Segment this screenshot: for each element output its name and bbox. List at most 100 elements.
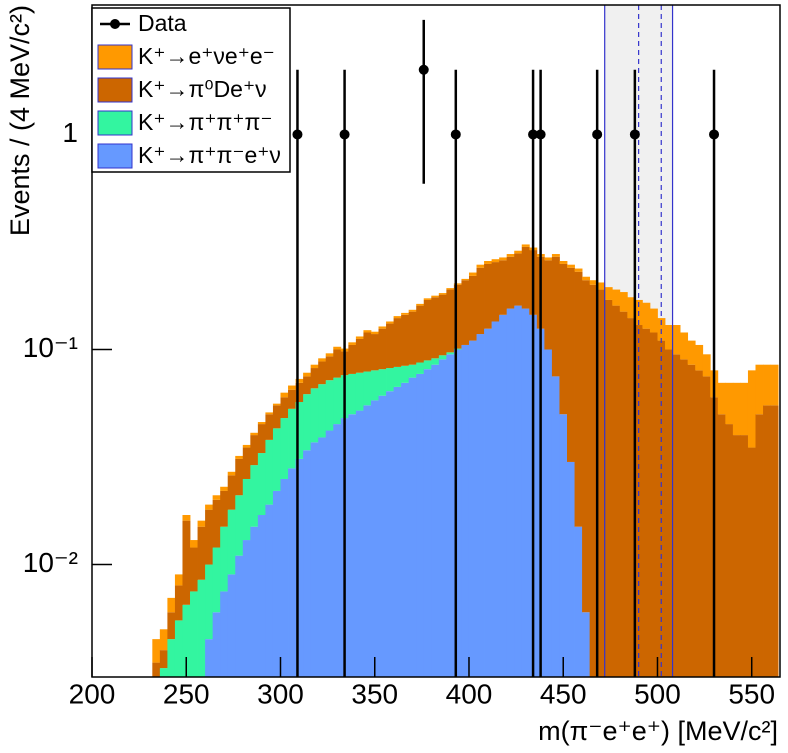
histogram-bar — [190, 591, 198, 677]
histogram-bar — [763, 405, 771, 677]
histogram-bar — [521, 246, 530, 309]
histogram-bar — [491, 262, 500, 322]
histogram-bar — [438, 293, 447, 295]
x-axis-title: m(π⁻e⁺e⁺) [MeV/c²] — [538, 716, 778, 746]
histogram-bar — [265, 504, 274, 677]
histogram-bar — [318, 358, 327, 362]
histogram-bar — [446, 354, 455, 677]
data-point — [292, 129, 303, 140]
histogram-bar — [325, 380, 334, 431]
histogram-bar — [476, 264, 485, 268]
histogram-bar — [438, 359, 447, 677]
histogram-bar — [378, 369, 387, 396]
x-tick-label: 500 — [634, 678, 681, 709]
histogram-bar — [423, 298, 432, 300]
histogram-bar — [280, 397, 289, 419]
histogram-bar — [265, 439, 274, 505]
histogram-bar — [770, 405, 779, 677]
histogram-bar — [476, 334, 485, 677]
histogram-bar — [597, 282, 606, 290]
histogram-bar — [446, 288, 455, 290]
histogram-bar — [227, 475, 236, 510]
legend-label: K⁺→π⁺π⁻e⁺ν — [138, 142, 281, 168]
histogram-bar — [333, 349, 342, 378]
histogram-bar — [174, 574, 183, 586]
histogram-bar — [574, 271, 583, 527]
histogram-bar — [665, 349, 673, 677]
histogram-bar — [348, 373, 357, 415]
histogram-bar — [386, 391, 394, 677]
histogram-bar — [627, 297, 636, 319]
y-tick-label: 1 — [62, 117, 78, 148]
histogram-bar — [235, 458, 244, 496]
histogram-bar — [672, 325, 681, 355]
histogram-bar — [589, 280, 598, 285]
histogram-bar — [642, 328, 651, 677]
histogram-bar — [680, 332, 689, 360]
histogram-bar — [182, 515, 191, 521]
histogram-bar — [574, 526, 583, 677]
histogram-bar — [318, 437, 327, 677]
histogram-bar — [159, 629, 168, 651]
histogram-bar — [401, 314, 410, 366]
histogram-bar — [393, 316, 402, 319]
histogram-bar — [484, 328, 493, 677]
histogram-bar — [423, 369, 432, 677]
histogram-bar — [370, 334, 379, 371]
histogram-bar — [612, 305, 621, 677]
histogram-bar — [370, 370, 379, 401]
histogram-bar — [717, 414, 726, 677]
histogram-bar — [257, 422, 266, 425]
histogram-bar — [763, 364, 771, 406]
histogram-bar — [453, 284, 462, 349]
histogram-bar — [468, 275, 477, 341]
histogram-bar — [574, 268, 583, 272]
histogram-bar — [423, 360, 432, 370]
histogram-bar — [212, 499, 221, 548]
histogram-bar — [484, 263, 493, 329]
histogram-bar — [220, 486, 229, 491]
data-point — [418, 64, 429, 75]
histogram-bar — [363, 371, 372, 406]
histogram-bar — [657, 340, 666, 677]
histogram-bar — [205, 509, 214, 565]
x-tick-label: 200 — [69, 678, 116, 709]
histogram-bar — [333, 424, 342, 677]
histogram-bar — [582, 280, 591, 613]
histogram-bar — [386, 368, 394, 392]
data-point — [528, 129, 539, 140]
y-axis-title: Events / (4 MeV/c²) — [5, 5, 35, 236]
histogram-bar — [227, 471, 236, 476]
histogram-bar — [567, 267, 575, 462]
histogram-bar — [649, 308, 658, 333]
histogram-bar — [363, 405, 372, 677]
data-point — [592, 129, 603, 140]
histogram-bar — [732, 435, 741, 677]
histogram-bar — [506, 254, 515, 257]
histogram-bar — [702, 376, 711, 677]
histogram-bar — [288, 408, 296, 469]
histogram-bar — [242, 540, 251, 677]
histogram-bar — [514, 305, 523, 677]
legend: Data K⁺→e⁺νe⁺e⁻ K⁺→π⁰De⁺ν K⁺→π⁺π⁺π⁻ K⁺→π⁺π⁻e… — [91, 7, 291, 173]
y-tick-label: 10⁻² — [23, 547, 78, 578]
histogram-bar — [378, 326, 387, 329]
histogram-bar — [288, 385, 296, 390]
histogram-bar — [687, 364, 696, 677]
histogram-bar — [567, 264, 575, 268]
histogram-bar — [242, 478, 251, 541]
histogram-bar — [272, 403, 281, 406]
histogram-bar — [205, 639, 214, 677]
histogram-bar — [559, 263, 568, 415]
histogram-bar — [310, 442, 319, 677]
histogram-bar — [348, 344, 357, 374]
histogram-bar — [476, 267, 485, 335]
histogram-bar — [190, 547, 198, 592]
histogram-bar — [401, 382, 410, 677]
histogram-bar — [197, 579, 206, 677]
histogram-bar — [257, 453, 266, 516]
legend-swatch — [97, 110, 133, 136]
histogram-bar — [333, 377, 342, 425]
histogram-bar — [514, 250, 523, 254]
